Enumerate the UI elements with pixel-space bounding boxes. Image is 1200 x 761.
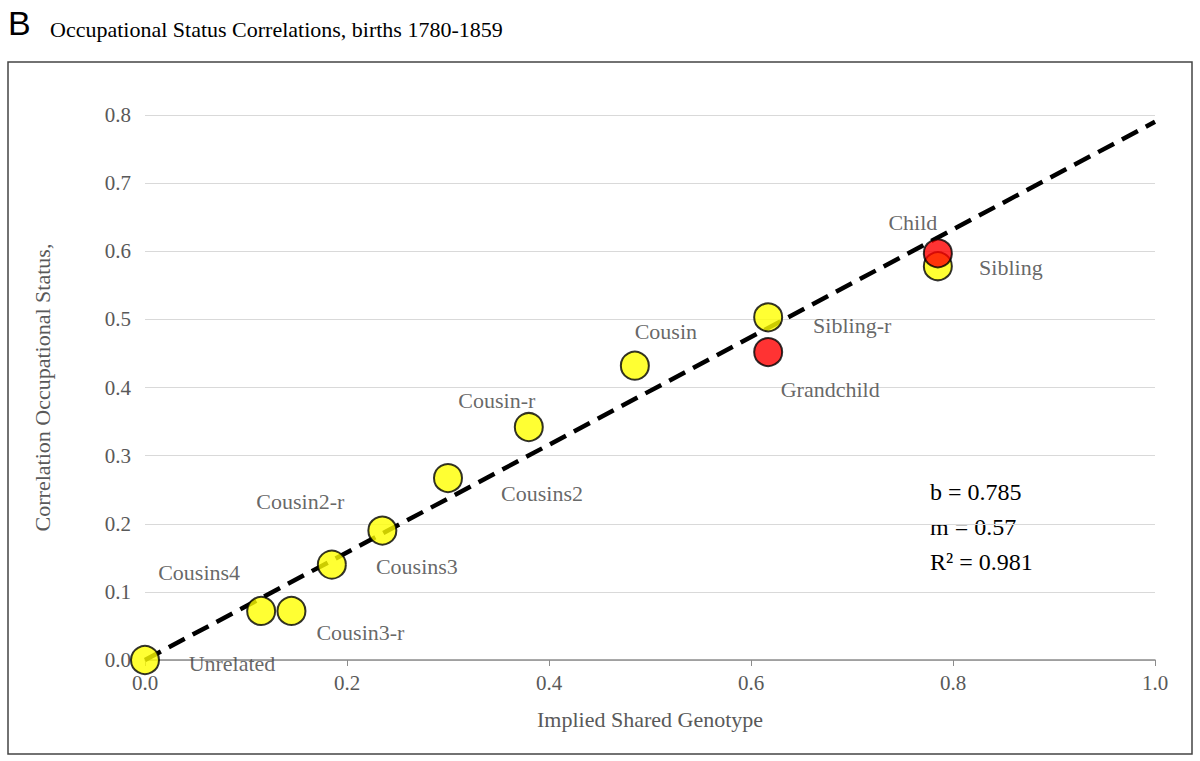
svg-text:Sibling: Sibling — [979, 255, 1043, 280]
svg-text:0.8: 0.8 — [940, 671, 966, 695]
svg-text:1.0: 1.0 — [1142, 671, 1168, 695]
svg-text:0.0: 0.0 — [131, 670, 159, 695]
svg-text:Correlation Occupational Statu: Correlation Occupational Status, — [30, 244, 55, 532]
svg-text:0.6: 0.6 — [738, 671, 764, 695]
svg-text:0.6: 0.6 — [105, 239, 131, 263]
svg-text:Unrelated: Unrelated — [189, 651, 276, 676]
svg-text:b = 0.785: b = 0.785 — [930, 479, 1022, 505]
svg-text:Cousin2-r: Cousin2-r — [256, 489, 345, 514]
svg-text:Cousins2: Cousins2 — [501, 481, 583, 506]
svg-text:Grandchild: Grandchild — [781, 377, 880, 402]
svg-text:0.1: 0.1 — [105, 580, 131, 604]
svg-text:Sibling-r: Sibling-r — [813, 313, 892, 338]
svg-text:0.2: 0.2 — [334, 671, 360, 695]
svg-text:0.7: 0.7 — [105, 171, 131, 195]
svg-text:R² = 0.981: R² = 0.981 — [930, 549, 1033, 575]
svg-text:Child: Child — [888, 210, 937, 235]
svg-text:Cousin3-r: Cousin3-r — [316, 620, 405, 645]
svg-text:0.5: 0.5 — [105, 307, 131, 331]
svg-text:Implied Shared Genotype: Implied Shared Genotype — [537, 707, 763, 732]
svg-text:0.3: 0.3 — [105, 444, 131, 468]
svg-text:m = 0.57: m = 0.57 — [930, 514, 1016, 540]
svg-text:0.0: 0.0 — [105, 648, 131, 672]
svg-text:0.8: 0.8 — [105, 103, 131, 127]
svg-text:Cousin-r: Cousin-r — [458, 388, 536, 413]
svg-text:B: B — [8, 4, 31, 42]
svg-text:Cousins3: Cousins3 — [376, 554, 458, 579]
svg-text:Cousin: Cousin — [635, 319, 697, 344]
svg-text:Cousins4: Cousins4 — [158, 560, 240, 585]
svg-text:0.2: 0.2 — [105, 512, 131, 536]
svg-text:0.4: 0.4 — [536, 671, 563, 695]
svg-text:0.4: 0.4 — [105, 376, 132, 400]
svg-text:Occupational Status Correlatio: Occupational Status Correlations, births… — [50, 17, 503, 42]
